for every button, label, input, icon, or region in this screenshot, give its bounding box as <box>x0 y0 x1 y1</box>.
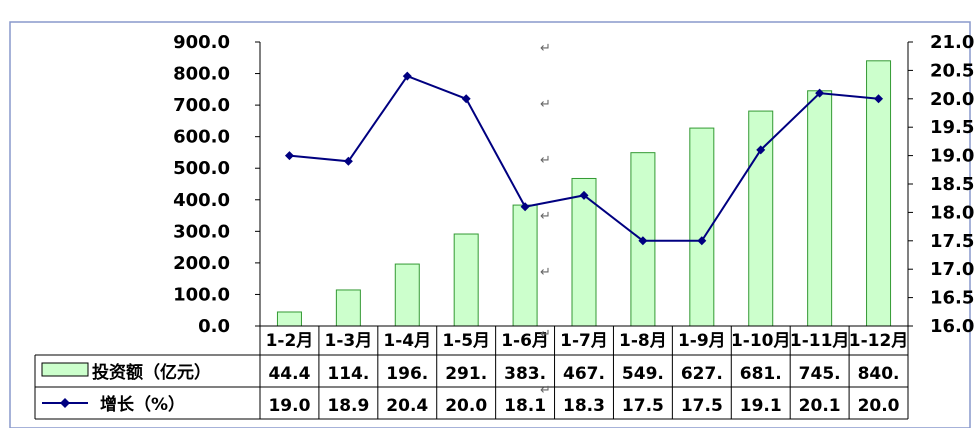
y-left-tick-label: 100.0 <box>173 284 230 305</box>
bar-1-4月 <box>394 263 420 327</box>
cropped-title-strip <box>0 0 979 10</box>
investment-table-value: 745. <box>799 364 841 384</box>
growth-table-value: 19.1 <box>740 396 782 416</box>
x-tick-label: 1-2月 <box>266 331 314 351</box>
paragraph-mark: ↵ <box>540 153 551 168</box>
growth-point-1-2月 <box>284 151 294 161</box>
growth-table-value: 18.1 <box>504 396 546 416</box>
line-series <box>284 71 884 246</box>
x-tick-label: 1-4月 <box>383 331 431 351</box>
y-left-tick-label: 500.0 <box>173 158 230 179</box>
y-left-tick-label: 600.0 <box>173 127 230 148</box>
growth-table-value: 20.1 <box>799 396 841 416</box>
paragraph-mark: ↵ <box>540 265 551 280</box>
y-left-tick-label: 0.0 <box>198 316 230 337</box>
investment-table-value: 627. <box>681 364 723 384</box>
paragraph-mark: ↵ <box>540 327 551 342</box>
bar-1-12月 <box>866 60 892 327</box>
bar-1-7月 <box>571 177 597 327</box>
bar-1-6月 <box>512 204 538 327</box>
bar-1-11月 <box>807 90 833 327</box>
growth-table-value: 17.5 <box>681 396 723 416</box>
y-right-tick-label: 19.5 <box>930 117 974 138</box>
growth-point-1-10月 <box>756 145 766 155</box>
growth-table-value: 18.3 <box>563 396 605 416</box>
y-left-tick-label: 200.0 <box>173 253 230 274</box>
growth-point-1-9月 <box>697 236 707 246</box>
data-table: 1-2月 1-3月 1-4月 1-5月 1-6月 1-7月 1-8月 1-9月 1-10月 1-1… <box>34 325 909 420</box>
y-right-tick-label: 16.5 <box>930 288 974 309</box>
y-right-tick-label: 17.5 <box>930 231 974 252</box>
growth-point-1-4月 <box>402 71 412 81</box>
growth-point-1-12月 <box>874 94 884 104</box>
paragraph-mark: ↵ <box>540 41 551 56</box>
growth-point-1-8月 <box>638 236 648 246</box>
y-left-tick-label: 700.0 <box>173 95 230 116</box>
bar-series <box>276 60 892 327</box>
x-tick-label: 1-10月 <box>731 331 791 351</box>
growth-table-value: 20.4 <box>386 396 428 416</box>
bar-1-3月 <box>335 289 361 327</box>
axes: 0.0 100.0 200.0 300.0 400.0 500.0 600.0 700.0 80… <box>173 32 974 337</box>
investment-table-value: 196. <box>386 364 428 384</box>
investment-table-value: 383. <box>504 364 546 384</box>
y-right-tick-label: 18.0 <box>930 202 974 223</box>
growth-table-value: 20.0 <box>858 396 900 416</box>
x-tick-label: 1-7月 <box>560 331 608 351</box>
growth-table-value: 19.0 <box>268 396 310 416</box>
x-tick-label: 1-9月 <box>678 331 726 351</box>
growth-table-value: 20.0 <box>445 396 487 416</box>
growth-table-value: 18.9 <box>327 396 369 416</box>
investment-table-value: 840. <box>858 364 900 384</box>
y-right-tick-label: 21.0 <box>930 32 974 53</box>
bar-1-2月 <box>276 311 302 327</box>
investment-table-value: 549. <box>622 364 664 384</box>
paragraph-marks: ↵ ↵ ↵ ↵ ↵ ↵ ↵ <box>540 41 551 398</box>
y-right-tick-label: 17.0 <box>930 259 974 280</box>
y-right-tick-label: 16.0 <box>930 316 974 337</box>
x-tick-label: 1-12月 <box>849 331 909 351</box>
legend-line-marker <box>60 398 70 408</box>
y-right-tick-label: 20.0 <box>930 89 974 110</box>
legend-bar-swatch <box>41 362 89 377</box>
x-tick-label: 1-6月 <box>501 331 549 351</box>
paragraph-mark: ↵ <box>540 383 551 398</box>
y-left-tick-label: 800.0 <box>173 64 230 85</box>
legend-bar-label: 投资额（亿元） <box>92 362 211 383</box>
investment-table-value: 467. <box>563 364 605 384</box>
x-tick-label: 1-3月 <box>325 331 373 351</box>
x-tick-label: 1-5月 <box>442 331 490 351</box>
growth-point-1-6月 <box>520 202 530 212</box>
x-tick-label: 1-11月 <box>790 331 850 351</box>
y-right-tick-label: 20.5 <box>930 60 974 81</box>
growth-point-1-3月 <box>343 156 353 166</box>
legend-line-label: 增长（%） <box>100 394 185 415</box>
y-left-tick-label: 300.0 <box>173 221 230 242</box>
y-left-tick-label: 400.0 <box>173 190 230 211</box>
paragraph-mark: ↵ <box>540 97 551 112</box>
growth-point-1-11月 <box>815 88 825 98</box>
growth-table-value: 17.5 <box>622 396 664 416</box>
paragraph-mark: ↵ <box>540 209 551 224</box>
investment-table-value: 114. <box>327 364 369 384</box>
bar-1-5月 <box>453 233 479 327</box>
y-left-tick-label: 900.0 <box>173 32 230 53</box>
chart-border <box>9 21 971 428</box>
growth-point-1-5月 <box>461 94 471 104</box>
investment-table-value: 44.4 <box>268 364 310 384</box>
bar-1-10月 <box>748 110 774 327</box>
y-right-tick-label: 19.0 <box>930 146 974 167</box>
x-tick-label: 1-8月 <box>619 331 667 351</box>
growth-point-1-7月 <box>579 190 589 200</box>
investment-table-value: 291. <box>445 364 487 384</box>
investment-table-value: 681. <box>740 364 782 384</box>
y-right-tick-label: 18.5 <box>930 174 974 195</box>
